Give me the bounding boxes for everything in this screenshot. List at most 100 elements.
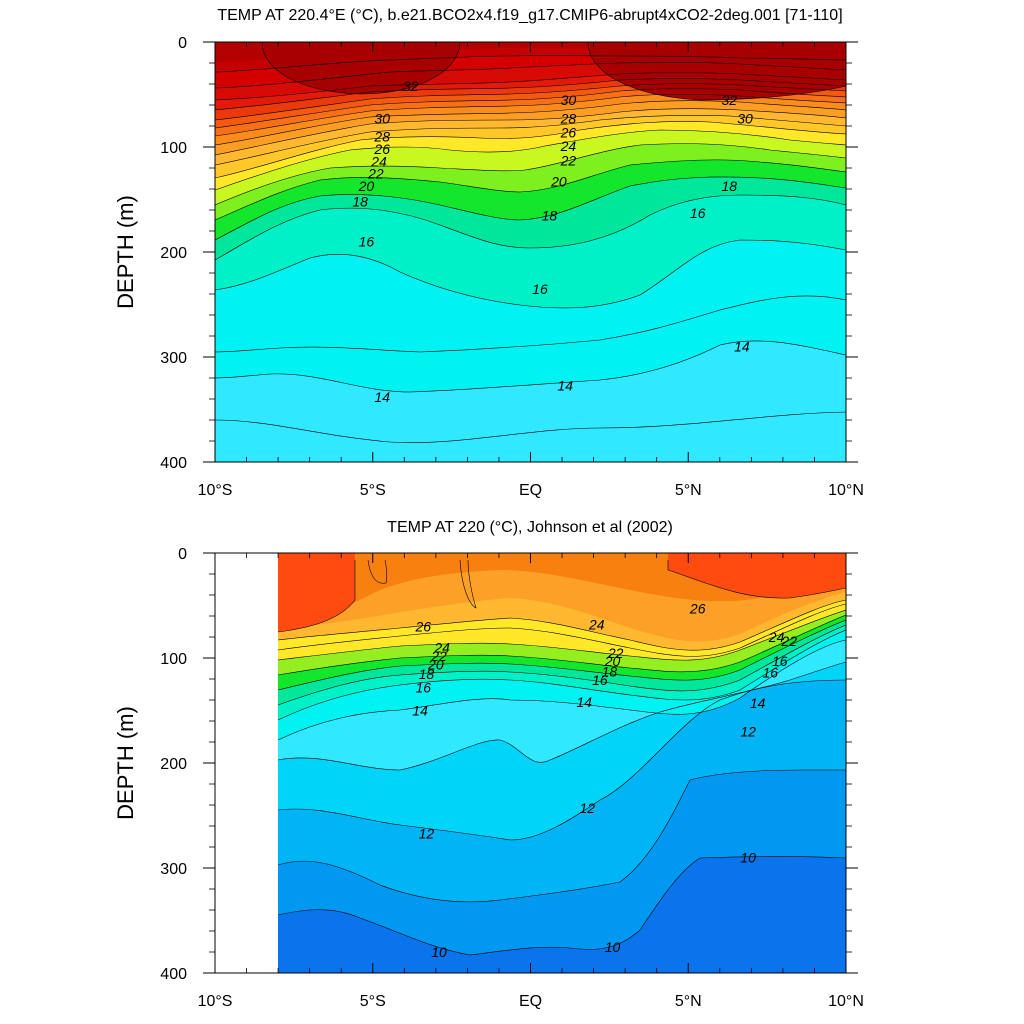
top-contour-line bbox=[215, 93, 846, 137]
top-contour-label: 16 bbox=[359, 234, 375, 250]
bottom-contour-line bbox=[277, 599, 846, 651]
top-panel: TEMP AT 220.4°E (°C), b.e21.BCO2x4.f19_g… bbox=[113, 7, 864, 499]
bottom-contour-line bbox=[459, 559, 477, 609]
bottom-contour-line bbox=[277, 614, 846, 676]
bottom-contour-label: 16 bbox=[592, 672, 608, 688]
bottom-contour-label: 12 bbox=[580, 800, 596, 816]
bottom-contour-label: 22 bbox=[430, 648, 447, 664]
bottom-contour-label: 26 bbox=[689, 601, 706, 617]
bottom-contour-label: 10 bbox=[605, 939, 621, 955]
top-contour-line bbox=[215, 108, 846, 156]
bottom-contour-label: 14 bbox=[750, 695, 766, 711]
bottom-contour-line bbox=[667, 560, 846, 599]
top-contour-label: 30 bbox=[374, 111, 390, 127]
top-x-tick-label: EQ bbox=[519, 482, 542, 499]
top-contour-line bbox=[215, 121, 846, 179]
bottom-y-tick-label: 300 bbox=[160, 861, 187, 878]
bottom-contour-label: 20 bbox=[604, 653, 621, 669]
bottom-contour-line bbox=[277, 679, 846, 841]
bottom-contour-label: 24 bbox=[768, 629, 785, 645]
top-contour-line bbox=[215, 295, 846, 353]
bottom-contour-label: 20 bbox=[427, 656, 444, 672]
top-y-tick-label: 0 bbox=[178, 35, 187, 52]
top-contour-label: 30 bbox=[561, 92, 577, 108]
bottom-contour-line bbox=[277, 603, 846, 657]
top-band-13b bbox=[215, 340, 846, 443]
top-contour-label: 28 bbox=[560, 111, 577, 127]
bottom-band-27-east bbox=[668, 553, 846, 599]
bottom-contour-line bbox=[367, 559, 388, 584]
bottom-panel: TEMP AT 220 (°C), Johnson et al (2002) bbox=[113, 519, 864, 1010]
top-contour-line bbox=[215, 83, 846, 121]
top-contour-line bbox=[215, 88, 846, 129]
bottom-y-tick-label: 200 bbox=[160, 756, 187, 773]
bottom-contour-line bbox=[277, 769, 846, 903]
top-band-33-west bbox=[262, 42, 460, 94]
top-contour-line bbox=[215, 78, 846, 111]
top-y-tick-label: 100 bbox=[160, 140, 187, 157]
top-contour-label: 30 bbox=[737, 111, 753, 127]
bottom-contour-label: 16 bbox=[415, 679, 431, 695]
top-contour-label: 18 bbox=[352, 194, 368, 210]
top-x-tick-label: 5°N bbox=[675, 482, 702, 499]
bottom-contour-line bbox=[277, 619, 846, 691]
top-contour-line bbox=[215, 194, 846, 261]
top-contour-label: 20 bbox=[358, 178, 375, 194]
bottom-y-tick-label: 0 bbox=[178, 546, 187, 563]
top-y-tick-label: 300 bbox=[160, 350, 187, 367]
bottom-panel-title: TEMP AT 220 (°C), Johnson et al (2002) bbox=[387, 519, 673, 536]
top-contour-label: 26 bbox=[560, 124, 577, 140]
top-contour-label: 22 bbox=[367, 165, 384, 181]
top-contour-label: 32 bbox=[403, 78, 419, 94]
top-y-tick-label: 400 bbox=[160, 455, 187, 472]
top-contour-label: 14 bbox=[734, 339, 750, 355]
bottom-contour-label: 12 bbox=[419, 825, 435, 841]
bottom-y-tick-label: 400 bbox=[160, 966, 187, 983]
bottom-contour-label: 16 bbox=[772, 653, 788, 669]
top-contour-label: 24 bbox=[560, 138, 577, 154]
top-contour-line bbox=[215, 62, 846, 89]
bottom-contour-line bbox=[277, 629, 846, 721]
bottom-contour-label: 12 bbox=[740, 724, 756, 740]
top-contour-label: 22 bbox=[560, 153, 577, 169]
top-contour-label: 26 bbox=[373, 141, 390, 157]
bottom-contour-line bbox=[277, 609, 846, 661]
top-contour-label: 18 bbox=[721, 178, 737, 194]
bottom-x-tick-label: 5°N bbox=[675, 993, 702, 1010]
top-contour-line bbox=[215, 72, 846, 101]
top-band-13 bbox=[215, 412, 846, 462]
top-contour-label: 14 bbox=[374, 389, 390, 405]
bottom-x-tick-label: 10°N bbox=[828, 993, 864, 1010]
bottom-contour-line bbox=[277, 560, 356, 633]
bottom-contour-line bbox=[277, 661, 846, 771]
bottom-contour-line bbox=[277, 856, 846, 956]
top-contour-line bbox=[215, 159, 846, 221]
top-contour-label: 20 bbox=[550, 174, 567, 190]
top-y-axis-label: DEPTH (m) bbox=[113, 195, 138, 309]
top-contour-line bbox=[215, 55, 846, 73]
top-x-tick-label: 10°S bbox=[198, 482, 233, 499]
top-contour-label: 24 bbox=[370, 154, 387, 170]
bottom-contour-label: 14 bbox=[576, 694, 592, 710]
top-contour-line bbox=[215, 340, 846, 393]
bottom-x-tick-label: EQ bbox=[519, 993, 542, 1010]
top-axes: 10°S 5°S EQ 5°N 10°N 0 100 200 300 400 bbox=[160, 35, 864, 499]
bottom-contour-label: 16 bbox=[762, 665, 778, 681]
bottom-contour-line bbox=[277, 639, 846, 741]
bottom-contour-line bbox=[277, 624, 846, 706]
top-contour-line bbox=[215, 129, 846, 191]
bottom-y-tick-label: 100 bbox=[160, 651, 187, 668]
bottom-y-axis-label: DEPTH (m) bbox=[113, 706, 138, 820]
bottom-contour-label: 10 bbox=[740, 850, 756, 866]
top-contour-line bbox=[215, 143, 846, 206]
bottom-x-tick-label: 5°S bbox=[360, 993, 386, 1010]
top-y-tick-label: 200 bbox=[160, 245, 187, 262]
top-x-tick-label: 10°N bbox=[828, 482, 864, 499]
top-contour-line bbox=[215, 114, 846, 166]
bottom-contour-label: 22 bbox=[607, 645, 624, 661]
bottom-contour-label: 24 bbox=[433, 640, 450, 656]
